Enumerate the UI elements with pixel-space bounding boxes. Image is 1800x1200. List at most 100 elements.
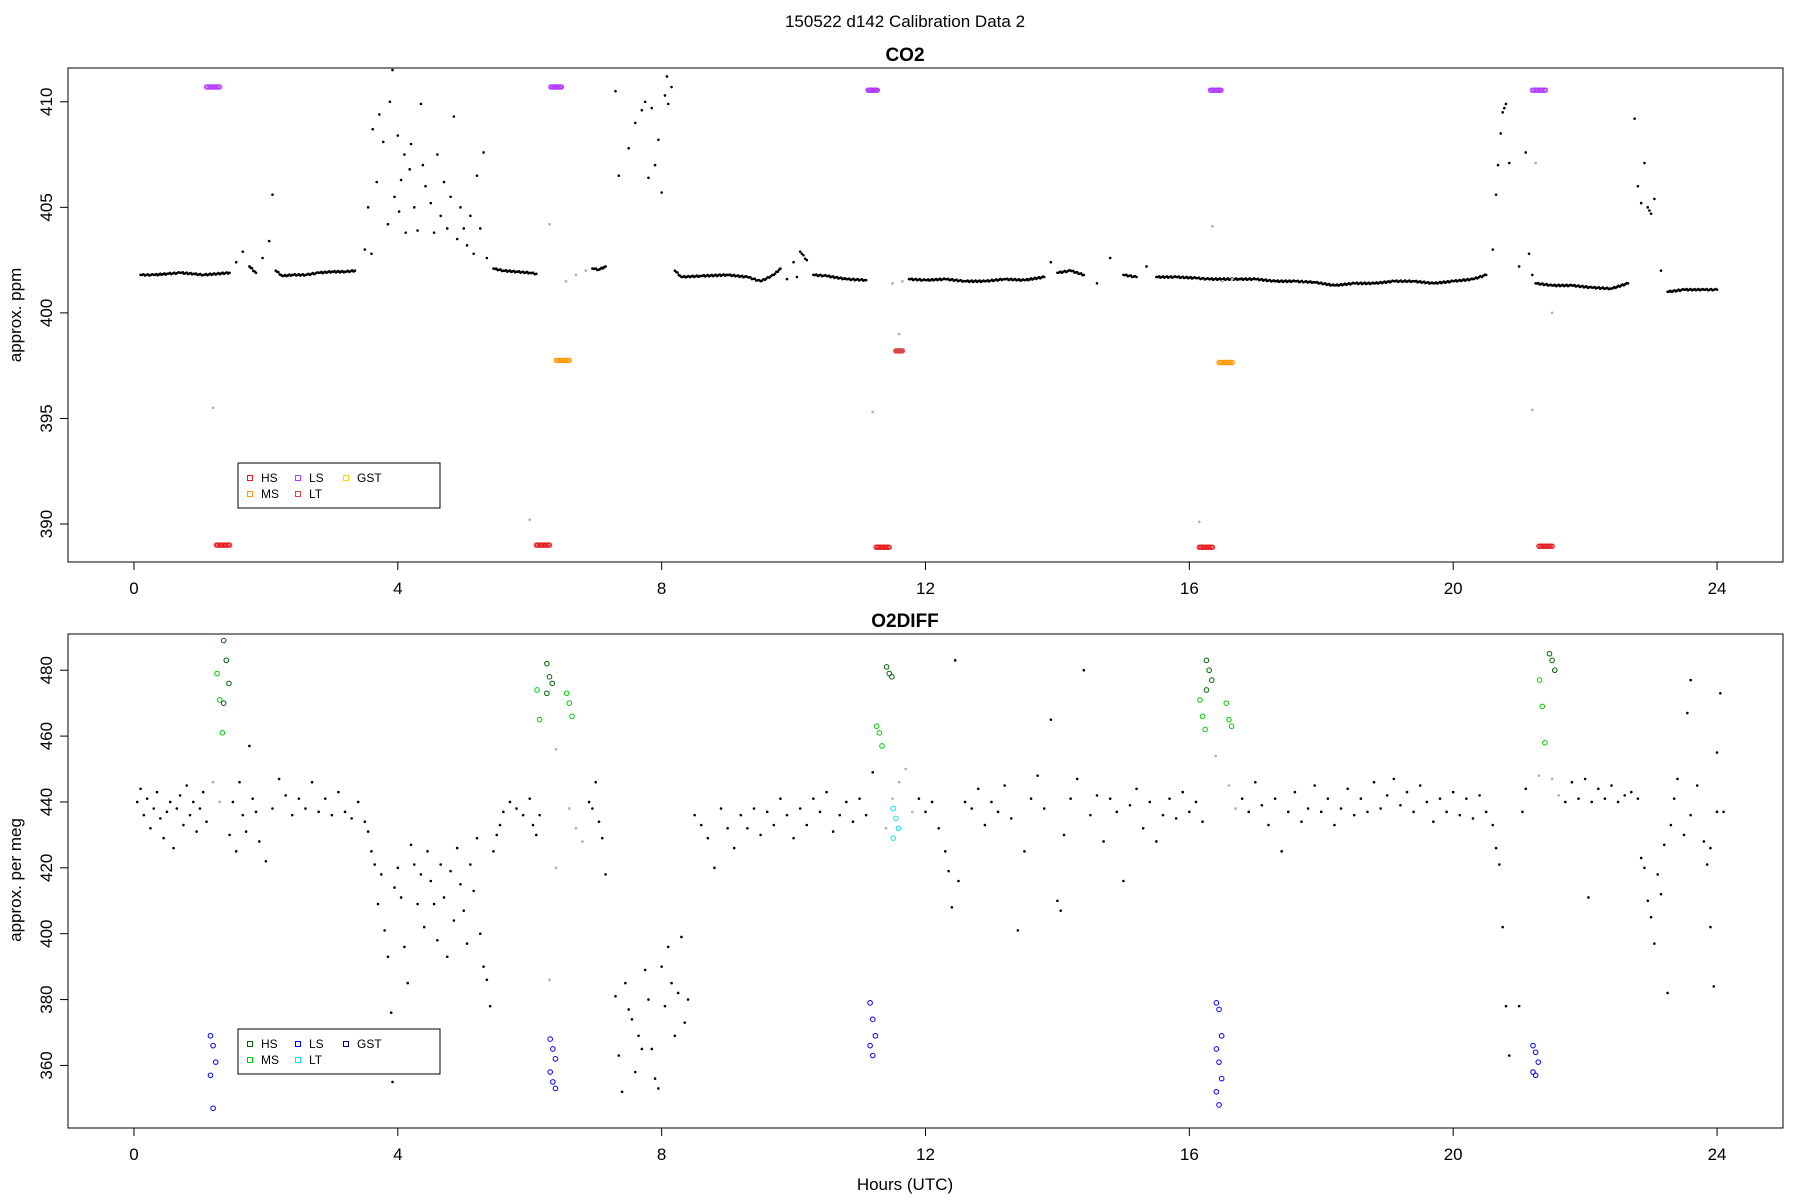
co2-ambient-point — [535, 272, 538, 276]
o2diff-ambient-point — [234, 850, 238, 853]
co2-ambient-point — [665, 75, 669, 78]
o2diff-ambient-point — [366, 830, 370, 833]
o2diff-ambient-point — [1029, 797, 1033, 800]
co2-ambient-point — [271, 193, 274, 196]
o2diff-ambient-point — [871, 771, 875, 774]
o2diff-legend-label-hs: HS — [261, 1037, 278, 1051]
o2diff-ambient-point — [983, 823, 987, 827]
co2-ambient-point — [403, 153, 406, 156]
o2diff-calibration-point-hs — [226, 680, 232, 687]
o2diff-ambient-point — [812, 797, 815, 800]
o2diff-x-axis: 0 4 8 12 16 20 24 — [129, 1127, 1726, 1164]
o2diff-ambient-point — [436, 938, 439, 942]
o2diff-ambient-point — [1339, 807, 1343, 810]
o2diff-calibration-point-ls — [1532, 1072, 1539, 1079]
o2diff-ambient-point — [746, 827, 749, 830]
o2diff-ambient-point — [693, 813, 696, 817]
co2-calibration-point-lt — [899, 348, 906, 354]
o2diff-calibration-point-hs — [1549, 657, 1555, 664]
o2diff-ambient-point — [1583, 777, 1587, 781]
co2-ambient-point — [779, 267, 782, 270]
o2diff-ambient-point — [201, 790, 205, 794]
o2diff-ambient-point — [149, 827, 152, 830]
o2diff-ambient-point — [1715, 751, 1719, 754]
o2diff-calibration-point-ls — [869, 1016, 876, 1023]
figure-title: 150522 d142 Calibration Data 2 — [785, 12, 1025, 31]
o2diff-calibration-point-ls — [547, 1069, 553, 1075]
o2diff-ambient-point — [370, 850, 373, 853]
co2-flagged-point — [1230, 277, 1234, 281]
co2-ambient-point — [785, 277, 789, 281]
o2diff-ambient-point — [838, 813, 842, 817]
o2diff-y-tick-label: 360 — [37, 1051, 56, 1079]
o2diff-ambient-point — [624, 981, 627, 985]
o2diff-ambient-point — [1702, 840, 1706, 843]
co2-ambient-point — [1524, 151, 1528, 154]
o2diff-ambient-point — [317, 810, 320, 814]
co2-ambient-point — [792, 260, 795, 264]
co2-flagged-point — [1220, 279, 1224, 283]
o2diff-ambient-point — [396, 866, 400, 870]
o2diff-ambient-point — [492, 850, 495, 853]
o2diff-calibration-point-ms — [1199, 713, 1206, 720]
co2-ambient-point — [409, 142, 413, 146]
co2-ambient-point — [1636, 184, 1640, 188]
o2diff-ambient-point — [478, 932, 482, 935]
o2diff-ambient-point — [350, 817, 353, 820]
o2diff-ambient-point — [1504, 1004, 1508, 1008]
o2diff-flagged-point — [567, 807, 571, 810]
o2diff-flagged-point — [1214, 754, 1218, 758]
o2diff-ambient-point — [1715, 810, 1719, 814]
o2diff-calibration-point-hs — [886, 670, 893, 677]
co2-ambient-point — [650, 106, 654, 110]
o2diff-ambient-point — [391, 1080, 394, 1084]
co2-ambient-point — [1643, 161, 1646, 165]
o2diff-flagged-point — [574, 826, 578, 830]
o2diff-ambient-point — [706, 836, 710, 840]
o2diff-ambient-point — [1267, 823, 1270, 827]
o2diff-ambient-point — [1062, 833, 1066, 837]
co2-ambient-point — [452, 115, 456, 118]
o2diff-ambient-point — [1293, 790, 1297, 794]
o2diff-calibration-point-ms — [219, 730, 226, 736]
o2diff-calibration-point-ls — [869, 1052, 876, 1059]
o2diff-ambient-point — [363, 820, 367, 824]
o2diff-ambient-point — [1273, 797, 1277, 800]
o2diff-ambient-point — [1069, 797, 1072, 800]
co2-x-tick-label: 4 — [393, 579, 402, 598]
o2diff-ambient-point — [620, 1090, 624, 1094]
co2-y-tick-label: 400 — [37, 299, 56, 327]
o2diff-ambient-point — [472, 889, 475, 893]
o2diff-ambient-point — [1709, 846, 1712, 850]
o2diff-ambient-point — [383, 929, 386, 932]
o2diff-ambient-point — [1712, 985, 1716, 988]
o2diff-ambient-point — [459, 882, 462, 886]
o2diff-ambient-point — [1333, 823, 1336, 827]
o2diff-ambient-point — [416, 902, 419, 906]
o2diff-ambient-point — [1722, 810, 1725, 814]
o2diff-ambient-point — [647, 998, 650, 1001]
o2diff-calibration-point-ms — [216, 697, 223, 703]
o2diff-legend-swatch-ms — [247, 1057, 253, 1063]
co2-ambient-point — [1659, 269, 1663, 272]
co2-ambient-point — [424, 184, 427, 188]
o2diff-x-tick-label: 20 — [1444, 1145, 1463, 1164]
o2diff-ambient-point — [660, 965, 663, 968]
co2-flagged-point — [1534, 161, 1538, 165]
o2diff-ambient-point — [439, 863, 442, 866]
o2diff-ambient-point — [963, 800, 967, 804]
o2diff-ambient-point — [765, 810, 769, 814]
o2diff-ambient-point — [310, 780, 314, 784]
o2diff-flagged-point — [884, 826, 888, 830]
o2diff-calibration-point-ls — [1218, 1075, 1225, 1082]
o2diff-flagged-point — [904, 767, 908, 771]
co2-ambient-point — [1648, 209, 1651, 212]
o2diff-calibration-point-ls — [550, 1079, 556, 1085]
o2diff-flagged-point — [1550, 777, 1554, 781]
co2-y-tick-label: 405 — [37, 193, 56, 221]
co2-ambient-point — [412, 206, 416, 209]
co2-ambient-point — [753, 277, 757, 281]
o2diff-ambient-point — [831, 830, 835, 833]
o2diff-ambient-point — [825, 790, 828, 794]
co2-ambient-point — [1715, 288, 1719, 291]
